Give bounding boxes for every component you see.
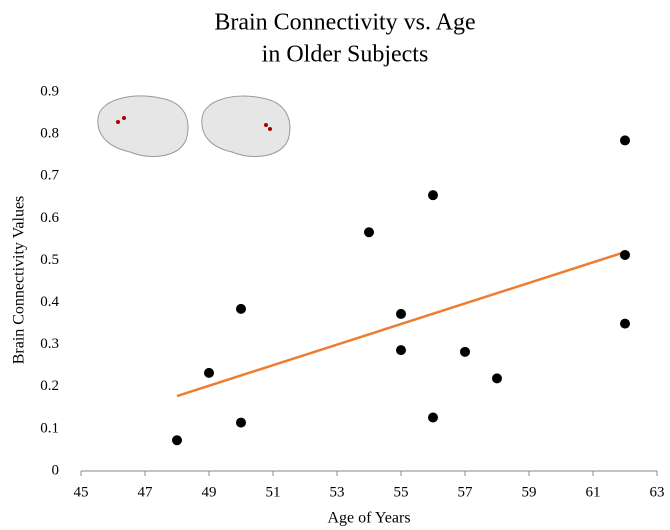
chart: Brain Connectivity vs. Age in Older Subj…: [0, 0, 670, 530]
brain-spot: [122, 116, 126, 120]
y-tick-label: 0.2: [40, 378, 59, 394]
x-tick-label: 47: [138, 484, 154, 500]
point: [620, 135, 630, 145]
page: Brain Connectivity vs. Age in Older Subj…: [0, 0, 670, 530]
y-tick-label: 0.5: [40, 252, 59, 268]
x-tick-label: 51: [266, 484, 281, 500]
brain-spot: [268, 127, 272, 131]
point: [460, 347, 470, 357]
y-tick-label: 0.9: [40, 83, 59, 99]
x-tick-label: 49: [202, 484, 217, 500]
y-tick-label: 0.7: [40, 168, 59, 184]
brain-icons: [98, 96, 290, 156]
y-tick-label: 0.1: [40, 420, 59, 436]
y-tick-label: 0: [52, 462, 60, 478]
x-tick-label: 53: [330, 484, 345, 500]
chart-title: in Older Subjects: [262, 42, 429, 68]
y-tick-label: 0.4: [40, 294, 59, 310]
brain-spot: [116, 120, 120, 124]
point: [364, 227, 374, 237]
point: [204, 368, 214, 378]
brain-spot: [264, 123, 268, 127]
point: [236, 304, 246, 314]
trend-line: [177, 252, 625, 396]
x-tick-label: 63: [650, 484, 665, 500]
y-axis-title: Brain Connectivity Values: [11, 196, 28, 365]
chart-title: Brain Connectivity vs. Age: [214, 10, 475, 36]
point: [428, 413, 438, 423]
brain-right: [202, 96, 290, 156]
point: [492, 373, 502, 383]
point: [172, 435, 182, 445]
y-tick-label: 0.3: [40, 336, 59, 352]
x-axis-title: Age of Years: [327, 510, 410, 527]
x-tick-label: 57: [458, 484, 474, 500]
x-tick-label: 59: [522, 484, 537, 500]
point: [396, 345, 406, 355]
point: [620, 319, 630, 329]
brain-left: [98, 96, 188, 156]
point: [236, 418, 246, 428]
point: [396, 309, 406, 319]
y-tick-label: 0.6: [40, 210, 59, 226]
y-tick-label: 0.8: [40, 126, 59, 142]
x-tick-label: 55: [394, 484, 409, 500]
x-tick-label: 45: [74, 484, 89, 500]
point: [428, 190, 438, 200]
point: [620, 250, 630, 260]
x-tick-label: 61: [586, 484, 601, 500]
